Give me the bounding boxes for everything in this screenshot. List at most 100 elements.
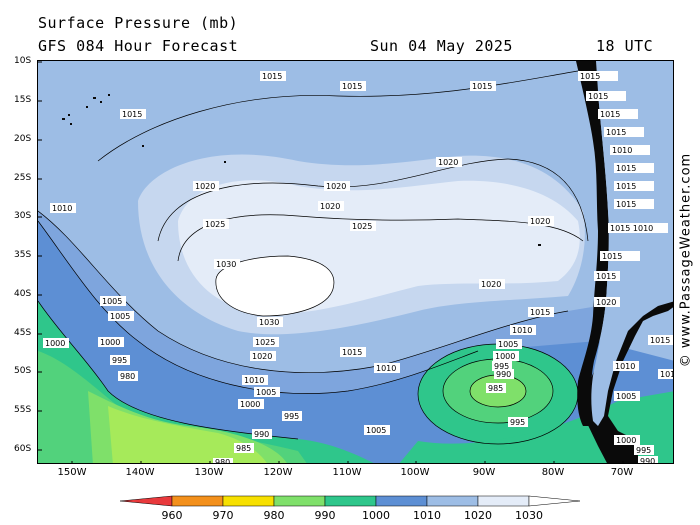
lon-label: 150W <box>57 467 87 478</box>
lon-label: 90W <box>472 467 496 478</box>
svg-text:1020: 1020 <box>320 202 340 211</box>
svg-text:1005: 1005 <box>366 426 386 435</box>
svg-text:995: 995 <box>510 418 525 427</box>
svg-text:1015: 1015 <box>262 72 282 81</box>
svg-text:1010: 1010 <box>244 376 264 385</box>
lat-label: 30S <box>14 211 32 221</box>
lat-label: 40S <box>14 289 32 299</box>
forecast-time: 18 UTC <box>596 37 654 55</box>
svg-text:1015: 1015 <box>616 182 636 191</box>
svg-text:1025: 1025 <box>352 222 372 231</box>
lon-label: 140W <box>125 467 155 478</box>
svg-text:990: 990 <box>640 457 655 464</box>
svg-text:995: 995 <box>636 446 651 455</box>
svg-text:1010: 1010 <box>512 326 532 335</box>
svg-text:1015: 1015 <box>342 348 362 357</box>
lon-label: 110W <box>332 467 362 478</box>
lon-label: 80W <box>541 467 565 478</box>
svg-text:995: 995 <box>494 362 509 371</box>
svg-text:101: 101 <box>660 370 674 379</box>
legend-label: 990 <box>314 509 336 522</box>
svg-text:1030: 1030 <box>216 260 236 269</box>
svg-text:1005: 1005 <box>616 392 636 401</box>
lat-label: 20S <box>14 134 32 144</box>
svg-text:1000: 1000 <box>616 436 636 445</box>
svg-text:1015: 1015 <box>616 164 636 173</box>
legend-swatch-990 <box>324 495 377 507</box>
svg-text:1020: 1020 <box>530 217 550 226</box>
legend-label: 980 <box>263 509 285 522</box>
lat-label: 45S <box>14 328 32 338</box>
svg-text:1005: 1005 <box>102 297 122 306</box>
legend-swatch-960 <box>171 495 224 507</box>
svg-text:1025: 1025 <box>255 338 275 347</box>
legend-swatch-980 <box>273 495 326 507</box>
legend-label: 1010 <box>413 509 441 522</box>
legend-swatch-gt1030 <box>528 495 581 507</box>
svg-text:1005: 1005 <box>498 340 518 349</box>
pacific-islands <box>62 94 541 246</box>
pressure-map: 1015 1015 1015 1015 1020 1020 1020 1020 … <box>37 60 674 464</box>
svg-text:1005: 1005 <box>110 312 130 321</box>
legend-swatch-970 <box>222 495 275 507</box>
map-title: Surface Pressure (mb) <box>38 14 239 32</box>
legend-label: 1030 <box>515 509 543 522</box>
lon-label: 70W <box>610 467 634 478</box>
forecast-date: Sun 04 May 2025 <box>370 37 513 55</box>
svg-text:980: 980 <box>215 458 230 464</box>
lon-label: 130W <box>194 467 224 478</box>
svg-text:1015: 1015 <box>650 336 670 345</box>
forecast-subtitle: GFS 084 Hour Forecast <box>38 37 239 55</box>
lon-label: 120W <box>263 467 293 478</box>
lat-label: 55S <box>14 405 32 415</box>
svg-text:985: 985 <box>488 384 503 393</box>
lon-label: 100W <box>400 467 430 478</box>
svg-text:1010: 1010 <box>376 364 396 373</box>
svg-text:1000: 1000 <box>495 352 515 361</box>
svg-text:1010: 1010 <box>615 362 635 371</box>
svg-text:1015: 1015 <box>606 128 626 137</box>
svg-text:990: 990 <box>496 370 511 379</box>
svg-text:1015: 1015 <box>580 72 600 81</box>
svg-text:1015 1010: 1015 1010 <box>610 224 653 233</box>
svg-text:1015: 1015 <box>530 308 550 317</box>
svg-text:1015: 1015 <box>600 110 620 119</box>
legend-label: 970 <box>212 509 234 522</box>
svg-text:1015: 1015 <box>588 92 608 101</box>
band-1030 <box>215 256 334 316</box>
svg-text:1015: 1015 <box>472 82 492 91</box>
svg-text:985: 985 <box>236 444 251 453</box>
lat-label: 10S <box>14 56 32 66</box>
svg-text:1010: 1010 <box>612 146 632 155</box>
svg-text:1025: 1025 <box>205 220 225 229</box>
svg-text:1015: 1015 <box>616 200 636 209</box>
svg-text:1000: 1000 <box>240 400 260 409</box>
andes-coast <box>576 61 609 426</box>
lat-label: 15S <box>14 95 32 105</box>
svg-text:1005: 1005 <box>256 388 276 397</box>
lat-label: 35S <box>14 250 32 260</box>
credit-watermark: © www.PassageWeather.com <box>678 152 694 368</box>
svg-text:1000: 1000 <box>100 338 120 347</box>
legend-swatch-1020 <box>477 495 530 507</box>
lat-label: 60S <box>14 444 32 454</box>
svg-text:990: 990 <box>254 430 269 439</box>
legend-label: 1020 <box>464 509 492 522</box>
svg-text:1015: 1015 <box>122 110 142 119</box>
svg-text:1015: 1015 <box>342 82 362 91</box>
svg-text:1020: 1020 <box>195 182 215 191</box>
svg-text:995: 995 <box>284 412 299 421</box>
svg-text:1020: 1020 <box>596 298 616 307</box>
band-980 <box>108 406 267 463</box>
svg-text:980: 980 <box>120 372 135 381</box>
svg-text:1020: 1020 <box>481 280 501 289</box>
legend-label: 960 <box>161 509 183 522</box>
svg-text:1020: 1020 <box>326 182 346 191</box>
svg-text:1010: 1010 <box>52 204 72 213</box>
svg-text:1015: 1015 <box>596 272 616 281</box>
legend-swatch-1000 <box>375 495 428 507</box>
legend-swatch-1010 <box>426 495 479 507</box>
svg-text:1015: 1015 <box>602 252 622 261</box>
legend-swatch-lt960 <box>119 495 173 507</box>
lat-label: 25S <box>14 173 32 183</box>
